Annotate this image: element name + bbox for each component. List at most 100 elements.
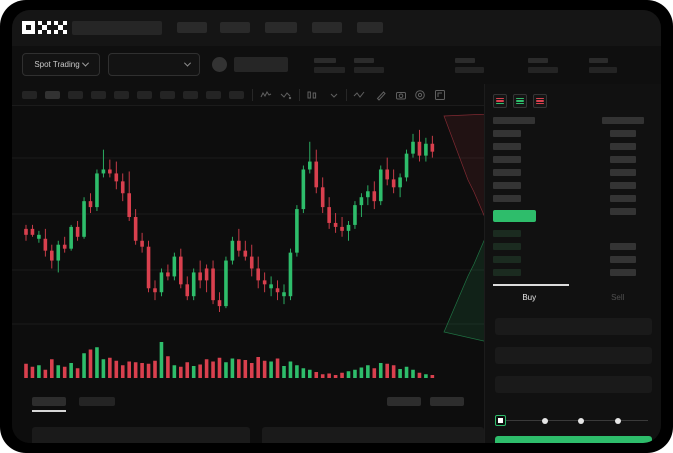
timeframe-1d[interactable] [160, 91, 175, 99]
footer-action-1[interactable] [387, 397, 421, 406]
stat-24h-low [455, 58, 484, 73]
orderbook-header-amount [602, 117, 644, 124]
chevron-down-icon [183, 59, 192, 67]
toolbar-divider-3 [346, 89, 347, 101]
top-nav [12, 10, 661, 46]
nav-item-5[interactable] [357, 22, 383, 33]
amount-percent-slider[interactable] [495, 415, 652, 427]
orderbook-bid-row[interactable] [493, 243, 521, 250]
line-chart-icon[interactable] [353, 89, 365, 101]
volume-series [24, 342, 435, 378]
settings-gear-icon[interactable] [414, 89, 426, 101]
bottom-panels [12, 414, 484, 443]
orderbook-ask-row[interactable] [493, 182, 521, 189]
price-chart[interactable] [12, 106, 484, 391]
tab-sell[interactable]: Sell [611, 292, 625, 302]
device-screen: Spot Trading [12, 10, 661, 443]
orderbook-view-bids[interactable] [513, 94, 527, 108]
trading-mode-label: Spot Trading [34, 60, 80, 69]
orderbook-ask-amount [610, 143, 636, 150]
orderbook-ask-row[interactable] [493, 143, 521, 150]
submit-order-button[interactable] [495, 436, 652, 443]
orderbook-bid-amount [610, 269, 636, 276]
orderbook-header-price [493, 117, 535, 124]
stat-24h-change [314, 58, 345, 73]
orderbook-view-toggles [493, 94, 547, 108]
camera-icon[interactable] [395, 89, 407, 101]
order-type-field[interactable] [495, 318, 652, 335]
bottom-panel-assets[interactable] [262, 427, 484, 443]
chevron-down-icon[interactable] [328, 89, 340, 101]
orderbook-view-asks[interactable] [533, 94, 547, 108]
stat-24h-volume [528, 58, 558, 73]
compare-icon[interactable] [280, 89, 292, 101]
okx-logo-glyph-x [54, 21, 67, 34]
orderbook-ask-amount [610, 130, 636, 137]
okx-logo-glyph-o [22, 21, 35, 34]
okx-logo[interactable] [22, 21, 67, 34]
slider-stop-75[interactable] [615, 417, 621, 424]
chevron-down-icon [81, 59, 89, 67]
trading-mode-selector[interactable]: Spot Trading [22, 53, 100, 76]
slider-handle[interactable] [495, 415, 506, 426]
global-search-input[interactable] [72, 21, 162, 35]
timeframe-5m[interactable] [45, 91, 60, 99]
market-bar: Spot Trading [12, 46, 661, 84]
timeframe-1mo[interactable] [206, 91, 221, 99]
orderbook-ask-row[interactable] [493, 169, 521, 176]
timeframe-4h[interactable] [137, 91, 152, 99]
footer-tab-open-orders[interactable] [32, 397, 66, 406]
tab-buy[interactable]: Buy [522, 292, 537, 302]
orderbook-ask-amount [610, 208, 636, 215]
bottom-panel-positions[interactable] [32, 427, 250, 443]
timeframe-1m[interactable] [22, 91, 37, 99]
indicators-icon[interactable] [260, 89, 272, 101]
orderbook-bid-row[interactable] [493, 256, 521, 263]
footer-tab-order-history[interactable] [79, 397, 115, 406]
trade-form-tabs: Buy Sell [485, 284, 661, 310]
coin-avatar [212, 57, 227, 72]
last-price-value [234, 57, 288, 72]
okx-logo-glyph-k [38, 21, 51, 34]
pair-selector[interactable] [108, 53, 200, 76]
timeframe-30m[interactable] [91, 91, 106, 99]
chart-footer-tabs [12, 391, 484, 413]
toolbar-divider-2 [299, 89, 300, 101]
nav-item-4[interactable] [312, 22, 342, 33]
orderbook-view-both[interactable] [493, 94, 507, 108]
orderbook-ask-row[interactable] [493, 130, 521, 137]
orderbook-ask-row[interactable] [493, 156, 521, 163]
nav-item-2[interactable] [220, 22, 250, 33]
slider-track [499, 420, 648, 421]
slider-stop-50[interactable] [578, 417, 584, 424]
timeframe-more[interactable] [229, 91, 244, 99]
chart-type-icon[interactable] [306, 89, 318, 101]
slider-stop-25[interactable] [542, 417, 548, 424]
orderbook-current-price[interactable] [493, 210, 536, 222]
timeframe-1h[interactable] [114, 91, 129, 99]
timeframe-15m[interactable] [68, 91, 83, 99]
toolbar-divider-1 [252, 89, 253, 101]
orderbook-bid-row[interactable] [493, 230, 521, 237]
nav-item-1[interactable] [177, 22, 207, 33]
timeframe-1w[interactable] [183, 91, 198, 99]
orderbook-ask-amount [610, 182, 636, 189]
orderbook-panel: Buy Sell [484, 84, 661, 443]
orderbook-ask-row[interactable] [493, 195, 521, 202]
pencil-icon[interactable] [375, 89, 387, 101]
orderbook-ask-amount [610, 195, 636, 202]
footer-tab-active-indicator [32, 410, 66, 412]
footer-action-2[interactable] [430, 397, 464, 406]
stat-24h-turnover [589, 58, 617, 73]
candlestick-series [24, 129, 435, 313]
orderbook-bid-amount [610, 243, 636, 250]
fullscreen-icon[interactable] [434, 89, 446, 101]
trade-tab-active-indicator [493, 284, 569, 286]
nav-item-3[interactable] [265, 22, 297, 33]
price-field[interactable] [495, 347, 652, 364]
orderbook-ask-amount [610, 169, 636, 176]
amount-field[interactable] [495, 376, 652, 393]
orderbook-bid-row[interactable] [493, 269, 521, 276]
stat-24h-high [354, 58, 384, 73]
